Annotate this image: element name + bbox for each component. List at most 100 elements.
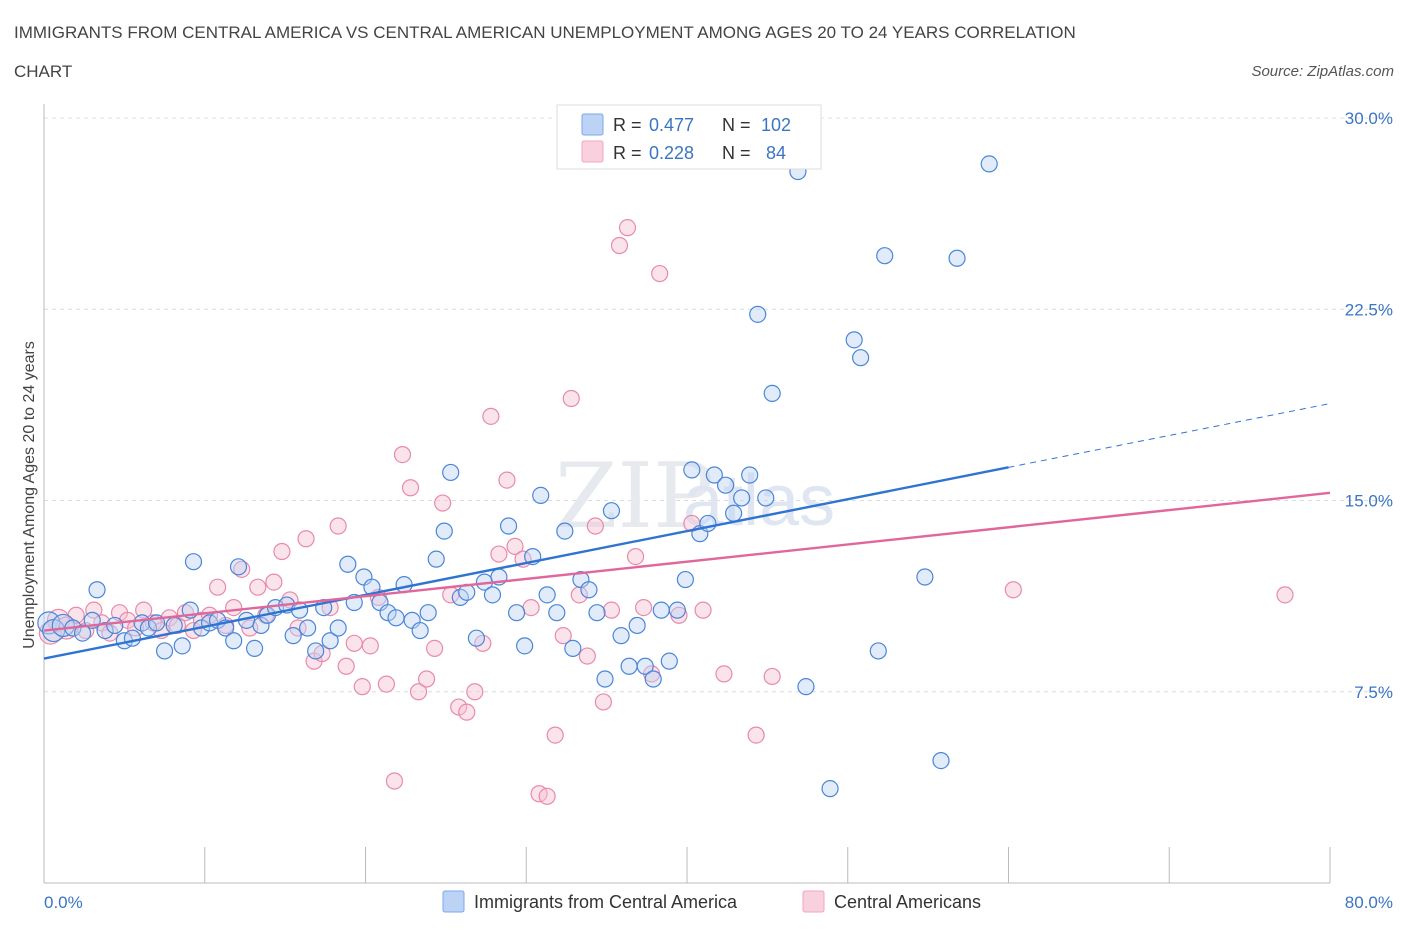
blue-point [329,619,347,637]
bottom-legend-label-immigrants: Immigrants from Central America [474,892,738,912]
blue-point [299,619,317,637]
blue-point [821,780,839,798]
pink-point [554,627,572,645]
x-tick-label: 80.0% [1345,893,1393,912]
blue-point [532,486,550,504]
blue-point [556,522,574,540]
trend-line-blue [43,466,1009,660]
series-immigrants-central-america [37,155,998,798]
pink-point [135,601,153,619]
bottom-legend-swatch-blue [442,890,465,913]
pink-point [546,726,564,744]
blue-point [749,305,767,323]
blue-point [980,155,998,173]
pink-point [747,726,765,744]
blue-point [499,517,518,535]
blue-point [225,632,243,650]
y-tick-label: 7.5% [1354,683,1393,702]
blue-point [683,461,701,479]
blue-point [725,504,743,522]
blue-point [668,601,686,619]
blue-point [339,555,357,573]
blue-point [387,609,405,627]
stats-legend: R = 0.477 N = 102 R = 0.228 N = 84 [556,104,822,170]
blue-point [419,604,437,622]
legend-row-1-r-label: R = [613,115,642,135]
pink-point [610,236,629,255]
blue-point [845,331,863,349]
blue-point [284,627,302,645]
trend-lines [43,403,1331,660]
pink-point [233,560,251,578]
y-tick-label: 15.0% [1345,492,1393,511]
blue-point [96,621,114,640]
legend-row-1-n-label: N = [722,115,751,135]
blue-point [427,550,445,568]
pink-point [337,657,355,675]
blue-point [435,522,453,540]
pink-point [249,578,267,596]
trend-line-pink [43,491,1331,632]
axes [43,104,1331,884]
pink-point [578,647,596,665]
pink-point [466,683,484,701]
blue-point [155,642,174,660]
blue-point [602,502,621,520]
blue-point [660,652,678,670]
blue-point [705,466,723,484]
bottom-legend-label-central-americans: Central Americans [834,892,981,912]
blue-point [321,632,339,650]
pink-point [694,601,712,619]
blue-point [797,678,815,696]
series-legend: Immigrants from Central America Central … [442,890,981,913]
blue-point [644,670,662,688]
pink-point [209,578,227,596]
pink-point [393,446,412,464]
blue-point [588,604,606,622]
pink-point [345,634,363,652]
pink-point [297,530,315,548]
blue-point [106,616,124,635]
pink-point [1004,581,1022,599]
blue-point [733,489,751,507]
chart-title-line-1: IMMIGRANTS FROM CENTRAL AMERICA VS CENTR… [14,23,1076,42]
chart-source: Source: ZipAtlas.com [1251,63,1394,80]
blue-point [580,581,598,599]
pink-point [522,598,540,617]
pink-point [634,598,653,617]
blue-point [948,249,966,267]
blue-point [763,384,781,402]
pink-point [490,545,508,563]
pink-point [265,573,283,591]
blue-point [876,247,894,265]
blue-point [652,601,670,619]
pink-point [377,675,395,693]
y-axis-title: Unemployment Among Ages 20 to 24 years [21,341,38,649]
legend-swatch-blue [581,113,604,136]
pink-point [562,389,580,408]
legend-row-2-n-value: 84 [761,143,786,163]
blue-point [932,751,950,770]
pink-point [506,537,524,556]
pink-point [225,598,243,617]
pink-point [458,703,476,721]
blue-point [676,570,694,589]
pink-point [482,407,500,425]
pink-point [417,670,436,688]
blue-point [636,657,654,675]
blue-point [869,642,887,660]
pink-point [651,264,669,283]
trend-line-blue-extension [1008,403,1331,468]
legend-row-2-n-label: N = [722,143,751,163]
chart-title-line-2: CHART [14,62,72,81]
pink-point [618,219,637,237]
blue-point [245,639,264,658]
blue-point [596,670,614,688]
blue-point [184,553,203,571]
blue-point [483,586,502,604]
pink-point [329,517,347,535]
blue-point [620,657,638,675]
blue-point [123,629,142,647]
y-tick-label: 30.0% [1345,109,1393,128]
